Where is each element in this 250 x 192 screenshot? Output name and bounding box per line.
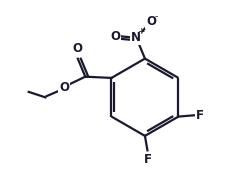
Text: O: O (110, 30, 120, 43)
Text: O: O (73, 42, 83, 55)
Text: -: - (155, 12, 158, 21)
Text: N: N (131, 31, 141, 44)
Text: +: + (138, 27, 145, 36)
Text: F: F (196, 109, 204, 122)
Text: F: F (144, 153, 152, 166)
Text: O: O (146, 15, 156, 28)
Text: O: O (59, 81, 69, 94)
